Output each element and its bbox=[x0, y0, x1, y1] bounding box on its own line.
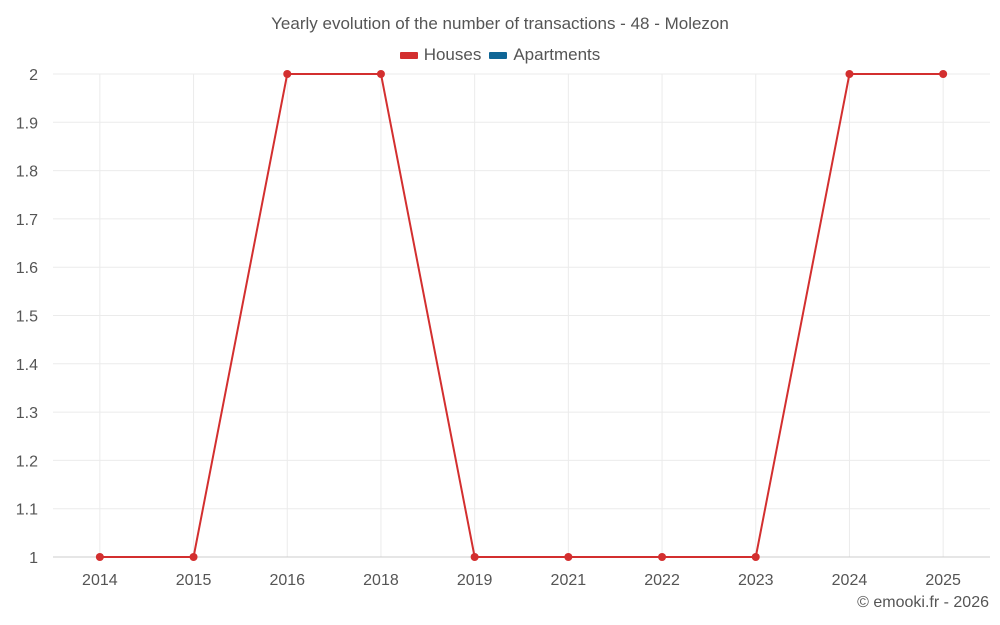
data-point-houses-2016[interactable] bbox=[283, 70, 292, 78]
axis-layer: 1 1.1 1.2 1.3 1.4 1.5 1.6 1.7 1.8 1.9 2 2014 2015 201… bbox=[16, 67, 990, 589]
legend-swatch-apartments bbox=[489, 51, 508, 59]
data-point-houses-2025[interactable] bbox=[939, 70, 948, 78]
data-point-houses-2024[interactable] bbox=[845, 70, 854, 78]
x-tick-label: 2014 bbox=[82, 572, 118, 589]
y-tick-label: 1.6 bbox=[16, 260, 38, 277]
legend-label-houses: Houses bbox=[423, 45, 482, 64]
x-tick-label: 2021 bbox=[551, 572, 587, 589]
x-tick-label: 2024 bbox=[832, 572, 868, 589]
y-tick-label: 1 bbox=[29, 550, 38, 567]
y-tick-label: 1.7 bbox=[16, 212, 38, 229]
legend-label-apartments: Apartments bbox=[513, 45, 601, 64]
y-tick-label: 1.4 bbox=[16, 357, 38, 374]
y-tick-label: 2 bbox=[29, 67, 38, 84]
legend-item-apartments[interactable]: Apartments bbox=[489, 45, 600, 65]
data-point-houses-2019[interactable] bbox=[470, 553, 479, 561]
x-tick-label: 2018 bbox=[363, 572, 399, 589]
copyright-credit: © emooki.fr - 2026 bbox=[857, 594, 989, 611]
y-tick-label: 1.3 bbox=[16, 405, 38, 422]
data-point-houses-2022[interactable] bbox=[658, 553, 667, 561]
y-tick-label: 1.9 bbox=[16, 115, 38, 132]
grid-layer bbox=[53, 73, 990, 558]
data-point-houses-2023[interactable] bbox=[751, 553, 760, 561]
data-point-houses-2018[interactable] bbox=[376, 70, 385, 78]
x-tick-label: 2019 bbox=[457, 572, 493, 589]
series-line-houses bbox=[99, 73, 944, 558]
series-layer bbox=[95, 70, 948, 561]
y-tick-label: 1.8 bbox=[16, 164, 38, 181]
data-point-houses-2021[interactable] bbox=[564, 553, 573, 561]
y-tick-label: 1.1 bbox=[16, 502, 38, 519]
x-tick-label: 2023 bbox=[738, 572, 774, 589]
chart-legend: Houses Apartments bbox=[0, 45, 1000, 65]
legend-item-houses[interactable]: Houses bbox=[399, 45, 482, 65]
data-point-houses-2014[interactable] bbox=[95, 553, 104, 561]
legend-swatch-houses bbox=[399, 51, 418, 59]
x-tick-label: 2022 bbox=[644, 572, 680, 589]
x-tick-label: 2025 bbox=[925, 572, 961, 589]
data-point-houses-2015[interactable] bbox=[189, 553, 198, 561]
x-tick-label: 2016 bbox=[269, 572, 305, 589]
y-tick-label: 1.2 bbox=[16, 453, 38, 470]
x-tick-label: 2015 bbox=[176, 572, 212, 589]
y-tick-label: 1.5 bbox=[16, 309, 38, 326]
chart-title: Yearly evolution of the number of transa… bbox=[271, 14, 729, 33]
